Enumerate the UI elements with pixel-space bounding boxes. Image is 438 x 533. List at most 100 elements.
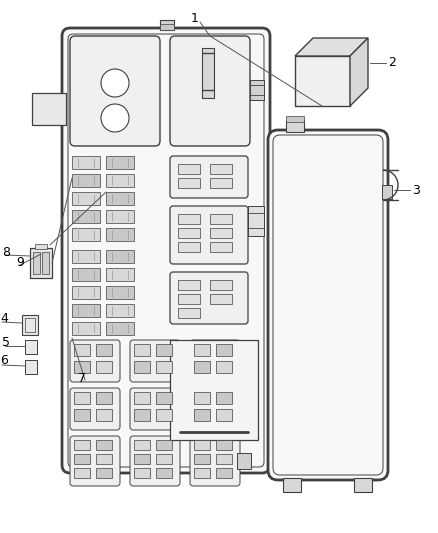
- Bar: [286, 116, 304, 122]
- Bar: [216, 440, 232, 450]
- Bar: [33, 252, 40, 274]
- Bar: [216, 468, 232, 478]
- Bar: [170, 340, 258, 440]
- Text: 8: 8: [2, 246, 10, 259]
- Bar: [134, 440, 150, 450]
- FancyBboxPatch shape: [130, 388, 180, 430]
- FancyBboxPatch shape: [70, 436, 120, 486]
- Bar: [178, 308, 200, 318]
- Bar: [194, 344, 210, 356]
- Bar: [178, 294, 200, 304]
- FancyBboxPatch shape: [70, 340, 120, 382]
- Bar: [202, 48, 214, 98]
- Text: 6: 6: [0, 354, 8, 367]
- Bar: [25, 360, 37, 374]
- Bar: [74, 454, 90, 464]
- Bar: [160, 24, 174, 30]
- Bar: [72, 322, 100, 335]
- Bar: [96, 440, 112, 450]
- FancyBboxPatch shape: [190, 340, 240, 382]
- Bar: [25, 340, 37, 354]
- Text: 7: 7: [78, 372, 86, 384]
- Bar: [106, 174, 134, 187]
- Bar: [96, 468, 112, 478]
- Bar: [250, 80, 264, 100]
- Bar: [134, 361, 150, 373]
- Bar: [72, 156, 100, 169]
- Bar: [194, 440, 210, 450]
- Bar: [72, 250, 100, 263]
- Bar: [74, 409, 90, 421]
- Circle shape: [101, 69, 129, 97]
- Bar: [134, 468, 150, 478]
- Text: 5: 5: [2, 335, 10, 349]
- Bar: [96, 454, 112, 464]
- Bar: [134, 392, 150, 404]
- FancyBboxPatch shape: [130, 436, 180, 486]
- Bar: [194, 454, 210, 464]
- Bar: [210, 228, 232, 238]
- Bar: [134, 454, 150, 464]
- Bar: [194, 468, 210, 478]
- Bar: [72, 174, 100, 187]
- Bar: [96, 344, 112, 356]
- Bar: [72, 210, 100, 223]
- Bar: [210, 242, 232, 252]
- FancyBboxPatch shape: [170, 272, 248, 324]
- Bar: [216, 454, 232, 464]
- Text: 3: 3: [412, 183, 420, 197]
- Bar: [35, 244, 47, 249]
- FancyBboxPatch shape: [62, 28, 270, 473]
- Bar: [72, 192, 100, 205]
- Bar: [134, 409, 150, 421]
- Bar: [210, 214, 232, 224]
- Bar: [106, 304, 134, 317]
- Bar: [156, 392, 172, 404]
- Bar: [106, 210, 134, 223]
- Text: 1: 1: [191, 12, 199, 25]
- Bar: [106, 322, 134, 335]
- FancyBboxPatch shape: [130, 340, 180, 382]
- Bar: [106, 286, 134, 299]
- Bar: [283, 478, 301, 492]
- Bar: [210, 164, 232, 174]
- Bar: [74, 440, 90, 450]
- Bar: [382, 185, 392, 199]
- Bar: [96, 361, 112, 373]
- Bar: [74, 361, 90, 373]
- Bar: [156, 361, 172, 373]
- Bar: [194, 409, 210, 421]
- Bar: [178, 178, 200, 188]
- Bar: [268, 178, 276, 196]
- Bar: [354, 478, 372, 492]
- Bar: [156, 468, 172, 478]
- FancyBboxPatch shape: [190, 436, 240, 486]
- Bar: [210, 280, 232, 290]
- Bar: [74, 468, 90, 478]
- Bar: [268, 358, 276, 376]
- Bar: [178, 242, 200, 252]
- Bar: [96, 392, 112, 404]
- Bar: [295, 56, 350, 106]
- Bar: [156, 454, 172, 464]
- Bar: [194, 392, 210, 404]
- Bar: [72, 286, 100, 299]
- Bar: [106, 228, 134, 241]
- FancyBboxPatch shape: [170, 206, 248, 264]
- FancyBboxPatch shape: [70, 388, 120, 430]
- Bar: [30, 248, 52, 278]
- Bar: [156, 440, 172, 450]
- FancyBboxPatch shape: [170, 36, 250, 146]
- Text: 4: 4: [0, 311, 8, 325]
- Bar: [248, 206, 264, 236]
- Circle shape: [101, 104, 129, 132]
- Bar: [106, 268, 134, 281]
- Text: 2: 2: [388, 56, 396, 69]
- Bar: [96, 409, 112, 421]
- Bar: [268, 278, 276, 296]
- Bar: [194, 361, 210, 373]
- Bar: [32, 93, 66, 125]
- Bar: [178, 214, 200, 224]
- FancyBboxPatch shape: [268, 130, 388, 480]
- Bar: [72, 304, 100, 317]
